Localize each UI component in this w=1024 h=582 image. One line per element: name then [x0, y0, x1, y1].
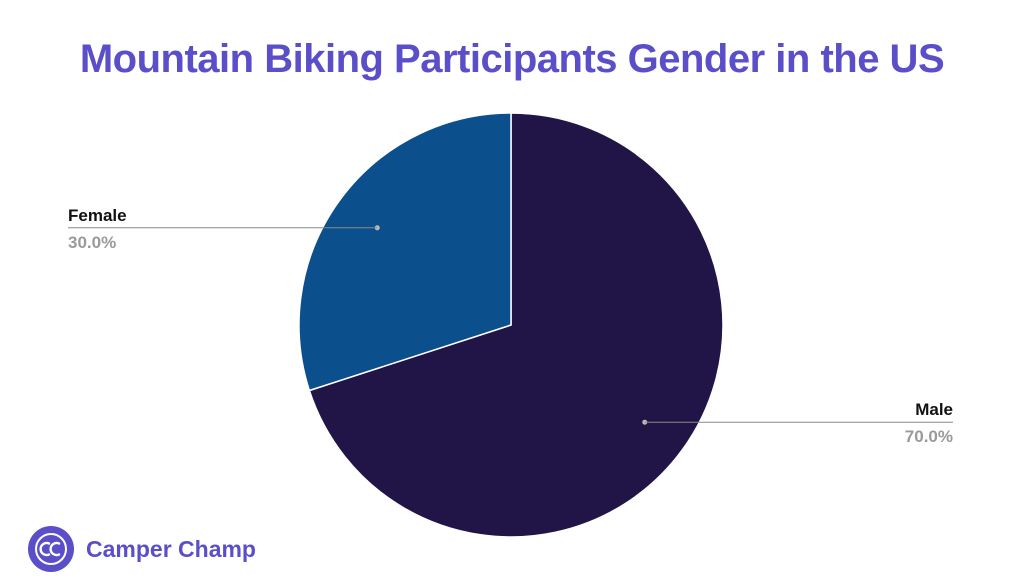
slice-value-female: 30.0% — [68, 233, 116, 252]
pie-labels: Male 70.0% Female 30.0% — [68, 206, 953, 446]
cc-circle-logo-icon — [28, 526, 74, 572]
slice-value-male: 70.0% — [905, 427, 953, 446]
slice-label-female: Female — [68, 206, 127, 225]
pie-slice-male — [308, 112, 724, 538]
brand-name: Camper Champ — [86, 535, 256, 562]
pie-slice-female — [298, 112, 512, 392]
chart-title: Mountain Biking Participants Gender in t… — [79, 37, 945, 81]
slice-label-male: Male — [915, 400, 953, 419]
brand-footer: Camper Champ — [28, 525, 256, 573]
pie-slices — [298, 112, 724, 538]
